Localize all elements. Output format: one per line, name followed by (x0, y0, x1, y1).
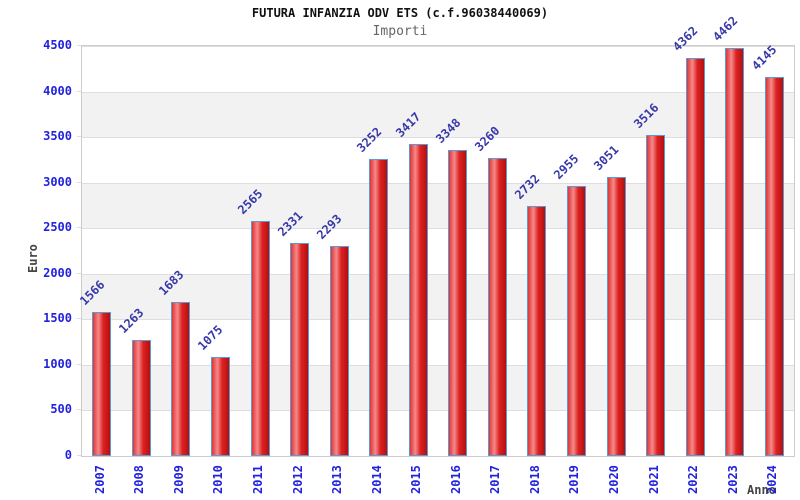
plot-band (82, 273, 794, 320)
y-tick-mark (77, 455, 81, 456)
y-tick-label: 2000 (43, 265, 72, 280)
y-tick-label: 4000 (43, 83, 72, 98)
x-tick-label: 2011 (251, 465, 265, 494)
y-tick-mark (77, 363, 81, 365)
gridline (82, 319, 794, 321)
x-tick-label: 2007 (92, 465, 107, 494)
gridline (82, 273, 794, 275)
bar-2018 (527, 206, 547, 456)
bar-2011 (250, 221, 270, 456)
x-tick-label: 2015 (409, 465, 424, 494)
plot-band (82, 182, 794, 229)
x-tick-label: 2013 (330, 465, 345, 494)
gridline (82, 137, 794, 139)
y-tick-label: 2500 (43, 220, 72, 235)
chart-title: FUTURA INFANZIA ODV ETS (c.f.96038440069… (251, 6, 549, 20)
x-tick-label: 2016 (448, 465, 463, 494)
bar-value-label: 4145 (749, 43, 780, 74)
y-tick-mark (77, 45, 81, 46)
x-tick-label: 2014 (369, 465, 384, 494)
x-tick-label: 2022 (686, 465, 701, 494)
bar-2016 (448, 149, 468, 456)
bar-2021 (646, 134, 666, 456)
x-tick-label: 2010 (211, 465, 226, 494)
bar-2019 (566, 185, 586, 456)
plot-band (82, 91, 794, 138)
gridline (82, 46, 794, 47)
x-tick-label: 2018 (527, 465, 542, 494)
gridline (82, 91, 794, 93)
bar-2009 (171, 301, 191, 456)
bar-value-label: 3051 (591, 142, 622, 174)
x-tick-label: 2023 (725, 465, 740, 494)
y-tick-mark (77, 409, 81, 411)
x-tick-label: 2009 (171, 465, 186, 494)
x-axis-title: Anno (747, 483, 776, 497)
bar-2010 (210, 357, 230, 456)
x-tick-label: 2012 (290, 465, 305, 494)
y-tick-mark (77, 318, 81, 320)
x-tick-label: 2021 (646, 465, 661, 494)
bar-2012 (290, 242, 310, 456)
bar-2017 (487, 157, 507, 456)
y-tick-mark (77, 181, 81, 183)
plot-band (82, 364, 794, 411)
x-tick-label: 2008 (132, 465, 147, 494)
y-tick-mark (77, 227, 81, 229)
x-tick-label: 2017 (488, 465, 503, 494)
gridline (82, 410, 794, 412)
y-tick-mark (77, 136, 81, 138)
chart-subtitle: Importi (372, 24, 428, 39)
bar-value-label: 2955 (551, 151, 582, 182)
y-tick-mark (77, 90, 81, 92)
y-tick-label: 3500 (43, 129, 72, 144)
bar-value-label: 1075 (195, 322, 226, 354)
bar-2008 (131, 339, 151, 456)
x-tick-label: 2019 (567, 465, 582, 494)
y-tick-label: 1500 (43, 311, 72, 326)
x-tick-label: 2024 (765, 465, 780, 494)
y-tick-label: 500 (50, 402, 72, 417)
bar-2015 (408, 143, 428, 456)
y-tick-label: 0 (64, 448, 72, 462)
gridline (82, 228, 794, 230)
x-tick-label: 2020 (607, 465, 621, 494)
bar-2022 (685, 57, 705, 456)
y-tick-label: 3000 (43, 174, 72, 189)
bar-2014 (369, 158, 389, 456)
gridline (82, 364, 794, 366)
bar-2013 (329, 246, 349, 456)
gridline (82, 182, 794, 184)
bar-2020 (606, 177, 626, 456)
bar-2023 (725, 48, 745, 456)
plot-area: 1566 1263 1683 1075 2565 2331 2293 3252 3417 3348… (77, 14, 795, 457)
y-tick-mark (77, 272, 81, 274)
y-tick-label: 4500 (43, 38, 72, 52)
bar-2007 (92, 312, 112, 456)
y-tick-label: 1000 (43, 356, 72, 371)
bar-2024 (764, 77, 784, 456)
